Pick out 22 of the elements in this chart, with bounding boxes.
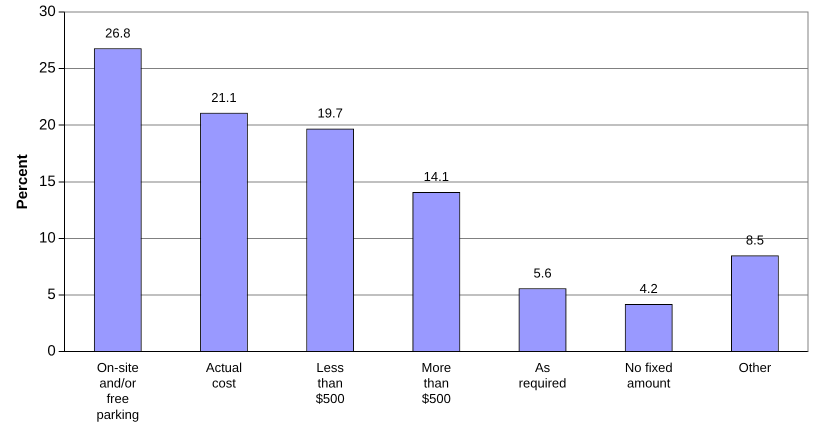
x-tick-label: Less than $500 bbox=[316, 360, 345, 406]
y-tick-label: 15 bbox=[38, 172, 56, 190]
data-label: 21.1 bbox=[211, 90, 237, 105]
x-tick-label: On-site and/or free parking bbox=[96, 360, 140, 422]
y-tick-label: 20 bbox=[38, 116, 56, 134]
y-tick-label: 30 bbox=[38, 3, 56, 20]
y-axis-title: Percent bbox=[14, 154, 32, 210]
data-label: 5.6 bbox=[533, 265, 552, 280]
y-tick-label: 0 bbox=[47, 342, 56, 360]
y-tick-label: 5 bbox=[47, 286, 56, 304]
y-tick-label: 25 bbox=[38, 60, 56, 77]
data-label: 19.7 bbox=[318, 106, 343, 121]
x-tick-label: Other bbox=[738, 360, 772, 375]
data-label: 26.8 bbox=[105, 25, 130, 40]
data-label: 14.1 bbox=[424, 169, 449, 184]
x-tick-label: As required bbox=[518, 360, 566, 391]
data-label: 4.2 bbox=[640, 281, 658, 296]
x-tick-label: More than $500 bbox=[422, 360, 452, 406]
y-tick-label: 10 bbox=[38, 230, 56, 247]
x-tick-label: No fixed amount bbox=[624, 360, 673, 391]
x-tick-label: Actual cost bbox=[206, 360, 242, 391]
data-label: 8.5 bbox=[746, 232, 764, 248]
